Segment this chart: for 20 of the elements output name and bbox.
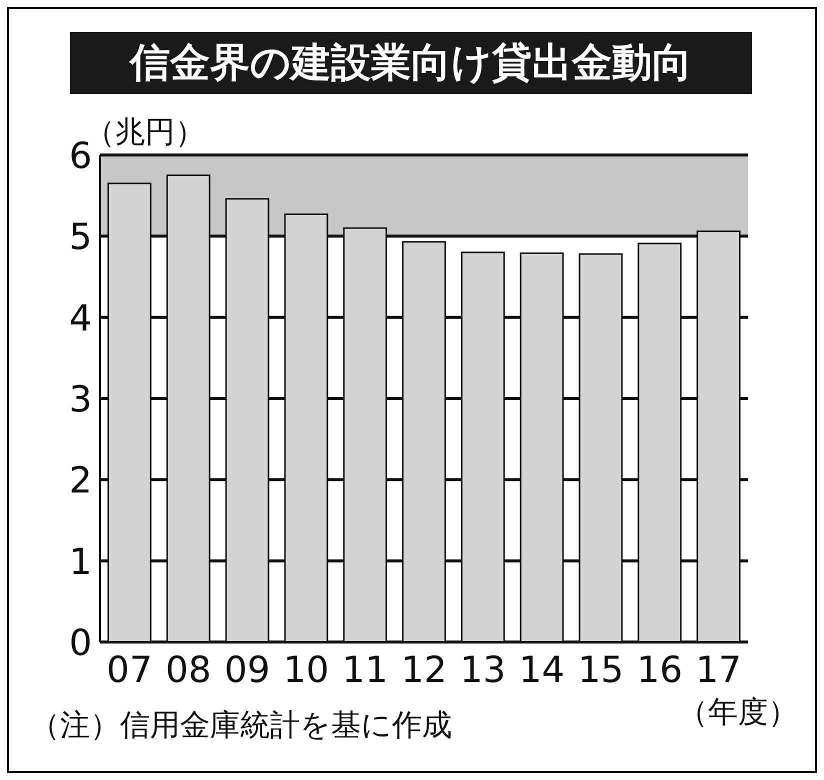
y-tick-label: 5 — [69, 217, 92, 258]
x-tick-label: 08 — [165, 650, 212, 691]
x-tick-label: 07 — [106, 650, 152, 691]
y-tick-label: 0 — [69, 623, 92, 664]
x-tick-label: 10 — [283, 650, 330, 691]
x-tick-label: 14 — [518, 650, 565, 691]
x-tick-label: 12 — [401, 650, 447, 691]
chart-title: 信金界の建設業向け貸出金動向 — [128, 40, 692, 86]
x-tick-label: 09 — [224, 650, 270, 691]
x-tick-label: 17 — [696, 650, 742, 691]
y-tick-label: 1 — [69, 542, 92, 583]
x-axis-title: （年度） — [678, 695, 798, 730]
y-tick-label: 2 — [69, 460, 92, 502]
y-tick-label: 4 — [69, 298, 92, 340]
y-tick-label: 3 — [69, 380, 92, 420]
x-tick-label: 16 — [636, 650, 683, 691]
text: （注）信用金庫統計を基に作成 — [30, 708, 452, 743]
x-tick-label: 15 — [578, 650, 624, 691]
x-tick-label: 11 — [342, 650, 388, 691]
x-tick-label: 13 — [460, 650, 506, 691]
